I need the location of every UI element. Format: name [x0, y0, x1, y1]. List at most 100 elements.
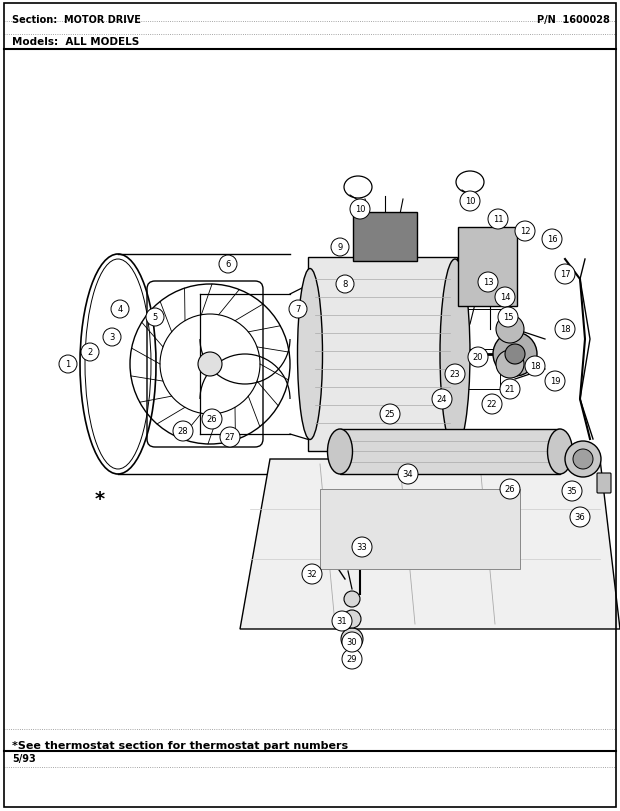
FancyBboxPatch shape	[308, 258, 457, 452]
Circle shape	[289, 301, 307, 319]
Ellipse shape	[547, 430, 572, 474]
Text: Models:  ALL MODELS: Models: ALL MODELS	[12, 37, 140, 47]
Circle shape	[555, 320, 575, 340]
Circle shape	[342, 649, 362, 669]
Ellipse shape	[440, 260, 470, 449]
Circle shape	[302, 564, 322, 584]
Text: 25: 25	[385, 410, 396, 419]
Text: 16: 16	[547, 235, 557, 244]
Circle shape	[500, 380, 520, 400]
Circle shape	[555, 264, 575, 285]
Circle shape	[570, 508, 590, 527]
Circle shape	[515, 221, 535, 242]
Circle shape	[500, 479, 520, 500]
Text: 28: 28	[178, 427, 188, 436]
Text: 10: 10	[465, 197, 476, 206]
Circle shape	[496, 350, 524, 379]
Circle shape	[219, 255, 237, 273]
Circle shape	[498, 307, 518, 328]
Text: 5/93: 5/93	[12, 753, 36, 763]
Text: 27: 27	[224, 433, 236, 442]
Circle shape	[478, 272, 498, 293]
Circle shape	[336, 276, 354, 294]
Circle shape	[146, 309, 164, 327]
Circle shape	[398, 465, 418, 484]
Text: 29: 29	[347, 654, 357, 663]
Text: 13: 13	[483, 278, 494, 287]
Text: 26: 26	[206, 415, 218, 424]
Circle shape	[565, 441, 601, 478]
Circle shape	[432, 389, 452, 410]
Text: 24: 24	[436, 395, 447, 404]
Text: 3: 3	[109, 333, 115, 342]
Text: 7: 7	[295, 305, 301, 314]
Text: 18: 18	[560, 325, 570, 334]
Circle shape	[562, 482, 582, 501]
Text: 12: 12	[520, 227, 530, 236]
Circle shape	[202, 410, 222, 430]
Circle shape	[59, 355, 77, 374]
Text: 11: 11	[493, 215, 503, 224]
Text: 36: 36	[575, 513, 585, 521]
Text: 1: 1	[65, 360, 71, 369]
Text: *See thermostat section for thermostat part numbers: *See thermostat section for thermostat p…	[12, 740, 348, 750]
Circle shape	[331, 238, 349, 257]
Circle shape	[445, 365, 465, 384]
Circle shape	[573, 449, 593, 470]
Text: 23: 23	[450, 370, 460, 379]
Text: 10: 10	[355, 205, 365, 214]
Circle shape	[380, 405, 400, 424]
Circle shape	[525, 357, 545, 376]
Text: 33: 33	[356, 543, 368, 551]
Text: P/N  1600028: P/N 1600028	[537, 15, 610, 25]
Text: 21: 21	[505, 385, 515, 394]
Text: 9: 9	[337, 243, 343, 252]
Circle shape	[343, 610, 361, 629]
Text: 17: 17	[560, 270, 570, 279]
FancyBboxPatch shape	[353, 212, 417, 262]
Text: 32: 32	[307, 570, 317, 579]
Text: 4: 4	[117, 305, 123, 314]
Text: 2: 2	[87, 348, 92, 357]
Ellipse shape	[298, 269, 322, 440]
Text: 22: 22	[487, 400, 497, 409]
Text: *: *	[95, 490, 105, 508]
Text: Section:  MOTOR DRIVE: Section: MOTOR DRIVE	[12, 15, 141, 25]
Circle shape	[468, 348, 488, 367]
Text: 14: 14	[500, 293, 510, 303]
Circle shape	[488, 210, 508, 230]
Text: 20: 20	[472, 353, 483, 362]
Text: 8: 8	[342, 280, 348, 290]
Circle shape	[495, 288, 515, 307]
Text: 30: 30	[347, 637, 357, 646]
Bar	[320, 489, 520, 569]
Text: 31: 31	[337, 616, 347, 626]
Circle shape	[198, 353, 222, 376]
Circle shape	[350, 200, 370, 220]
FancyBboxPatch shape	[597, 474, 611, 493]
Text: 15: 15	[503, 313, 513, 322]
Circle shape	[352, 538, 372, 557]
Bar	[340, 430, 560, 474]
Circle shape	[496, 315, 524, 344]
Circle shape	[482, 394, 502, 414]
Circle shape	[344, 591, 360, 607]
Circle shape	[341, 629, 363, 650]
Ellipse shape	[327, 430, 353, 474]
Circle shape	[542, 230, 562, 250]
Text: 19: 19	[550, 377, 560, 386]
Text: 26: 26	[505, 485, 515, 494]
Text: 18: 18	[529, 362, 540, 371]
Circle shape	[493, 333, 537, 376]
Circle shape	[460, 191, 480, 212]
FancyBboxPatch shape	[458, 228, 517, 307]
Circle shape	[505, 345, 525, 365]
Circle shape	[342, 633, 362, 652]
Circle shape	[103, 328, 121, 346]
Text: 6: 6	[225, 260, 231, 269]
Text: 35: 35	[567, 487, 577, 496]
Text: 34: 34	[402, 470, 414, 479]
Polygon shape	[240, 460, 620, 629]
Circle shape	[545, 371, 565, 392]
Circle shape	[173, 422, 193, 441]
